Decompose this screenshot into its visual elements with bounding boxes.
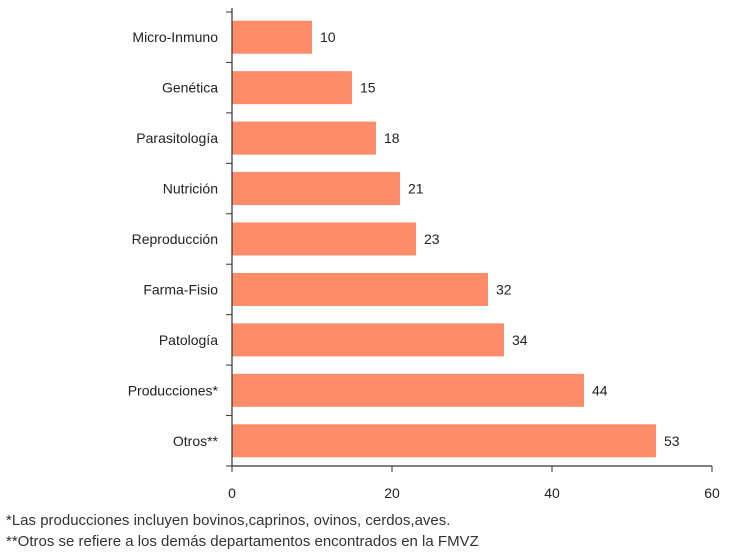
category-label-reproduccion: Reproducción	[132, 231, 218, 247]
value-labels-group: 10 15 18 21 23 32 34 44 53	[320, 29, 680, 449]
bar-parasitologia	[232, 121, 376, 155]
value-label-reproduccion: 23	[424, 231, 440, 247]
category-labels-group: Micro-Inmuno Genética Parasitología Nutrici…	[128, 29, 219, 449]
x-tick-label-0: 0	[228, 485, 236, 501]
category-label-parasitologia: Parasitología	[136, 130, 218, 146]
value-label-nutricion: 21	[408, 181, 424, 197]
value-label-patologia: 34	[512, 332, 528, 348]
category-label-patologia: Patología	[159, 332, 218, 348]
footnote-otros: **Otros se refiere a los demás departame…	[6, 533, 479, 550]
x-tick-label-60: 60	[704, 485, 720, 501]
bar-patologia	[232, 323, 504, 357]
bar-micro-inmuno	[232, 20, 312, 54]
bar-nutricion	[232, 172, 400, 206]
bars-group	[232, 20, 656, 458]
bar-farma-fisio	[232, 272, 488, 306]
value-label-genetica: 15	[360, 80, 376, 96]
value-label-farma-fisio: 32	[496, 281, 512, 297]
x-tick-label-20: 20	[384, 485, 400, 501]
category-label-otros: Otros**	[173, 433, 219, 449]
bar-producciones	[232, 373, 584, 407]
bar-otros	[232, 424, 656, 458]
value-label-producciones: 44	[592, 382, 608, 398]
x-tick-label-40: 40	[544, 485, 560, 501]
category-label-micro-inmuno: Micro-Inmuno	[132, 29, 218, 45]
category-label-genetica: Genética	[162, 80, 218, 96]
category-label-farma-fisio: Farma-Fisio	[143, 281, 218, 297]
x-ticks-group: 0 20 40 60	[228, 466, 720, 501]
footnote-producciones: *Las producciones incluyen bovinos,capri…	[6, 512, 451, 529]
bar-reproduccion	[232, 222, 416, 256]
value-label-parasitologia: 18	[384, 130, 400, 146]
axes-group	[226, 8, 712, 467]
value-label-micro-inmuno: 10	[320, 29, 336, 45]
category-label-producciones: Producciones*	[128, 382, 219, 398]
category-label-nutricion: Nutrición	[163, 181, 218, 197]
value-label-otros: 53	[664, 433, 680, 449]
bar-genetica	[232, 71, 352, 105]
